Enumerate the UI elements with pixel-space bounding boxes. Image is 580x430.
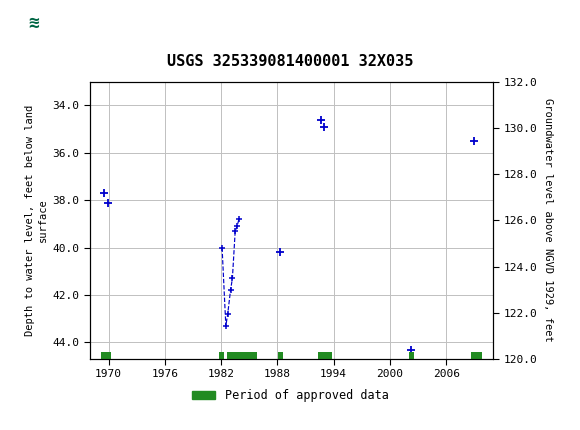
Y-axis label: Groundwater level above NGVD 1929, feet: Groundwater level above NGVD 1929, feet	[543, 98, 553, 342]
Text: USGS: USGS	[75, 14, 119, 31]
Bar	[5, 6, 63, 40]
Legend: Period of approved data: Period of approved data	[187, 384, 393, 407]
Text: ≋: ≋	[28, 14, 39, 31]
Y-axis label: Depth to water level, feet below land
surface: Depth to water level, feet below land su…	[25, 105, 48, 336]
Text: USGS 325339081400001 32X035: USGS 325339081400001 32X035	[167, 54, 413, 69]
